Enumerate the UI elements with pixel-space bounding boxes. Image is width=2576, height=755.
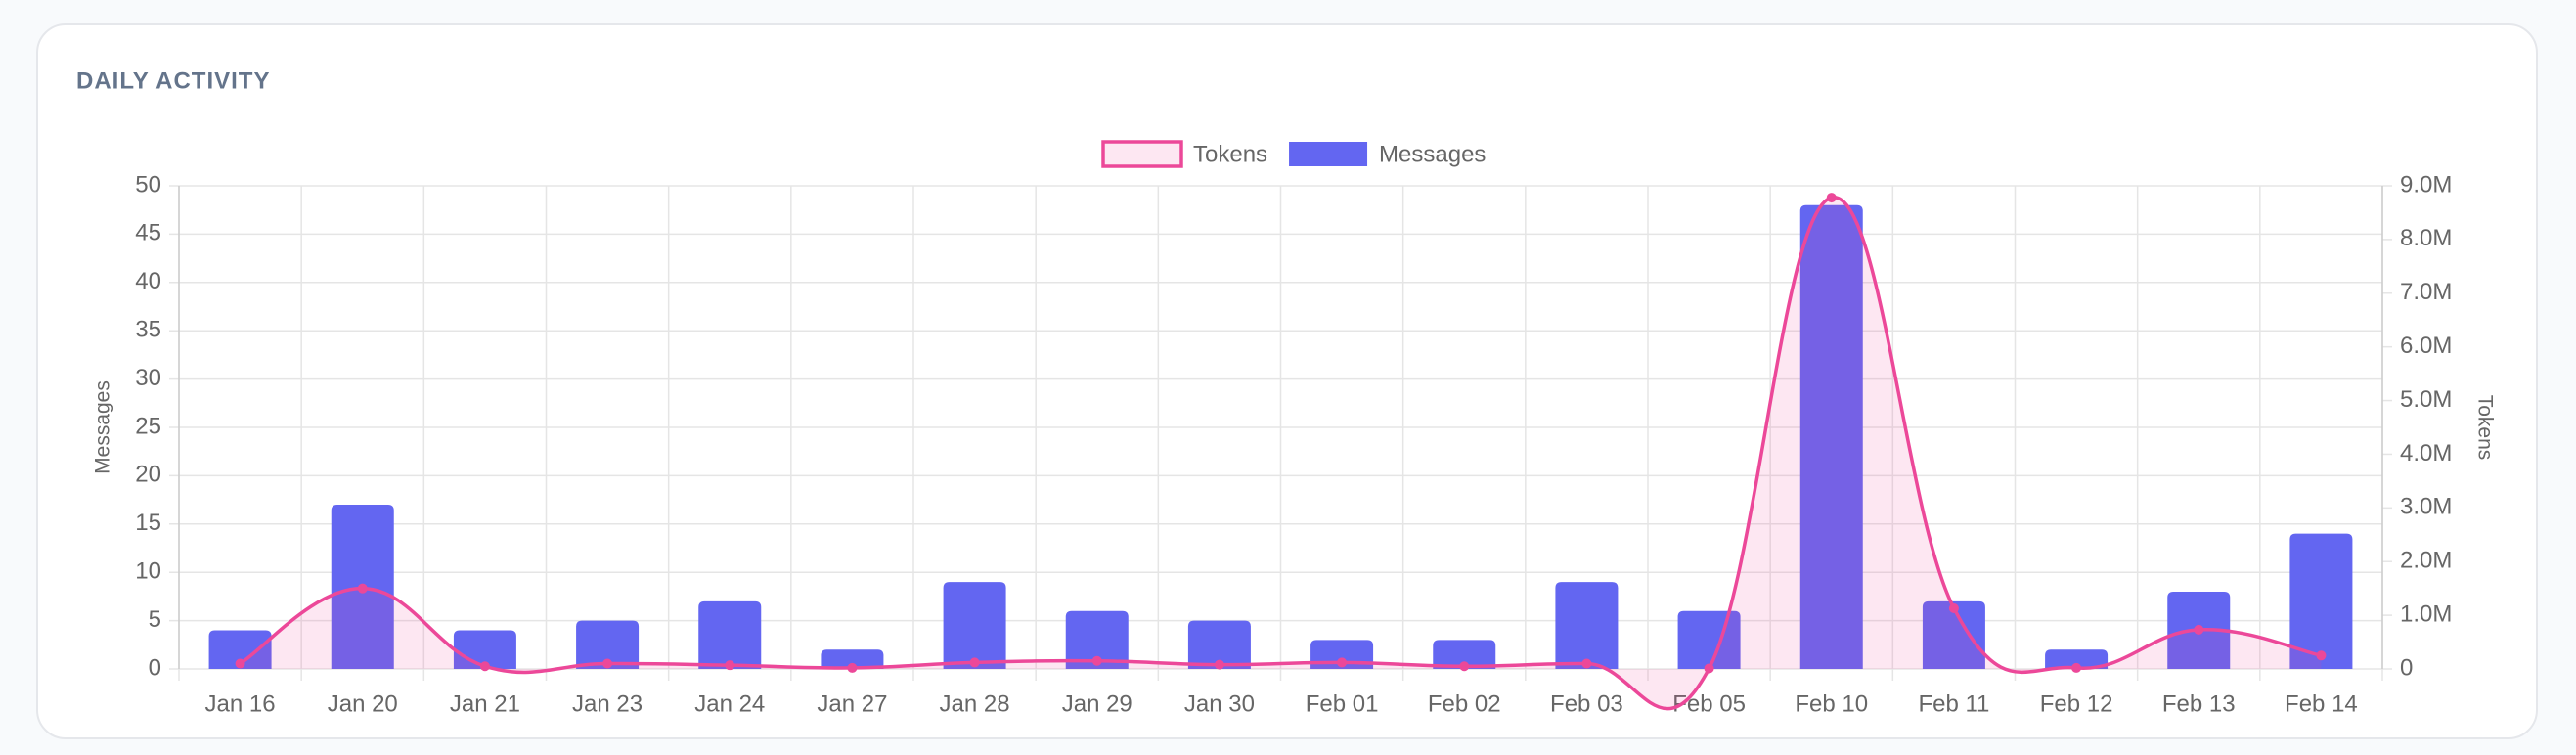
y2-tick-label: 5.0M [2400,386,2452,413]
point [1214,659,1224,670]
point [1704,663,1714,674]
x-tick-label: Jan 27 [817,690,887,717]
y2-tick-label: 7.0M [2400,279,2452,305]
y2-tick-label: 1.0M [2400,600,2452,627]
x-tick-label: Jan 29 [1062,690,1133,717]
x-tick-label: Jan 24 [694,690,765,717]
point [602,658,613,669]
y2-axis-title: Tokens [2473,395,2496,461]
bar [1433,640,1496,669]
bar [1922,600,1985,669]
bar [1065,610,1129,669]
y-tick-label: 15 [135,510,161,536]
point [1826,193,1837,203]
y2-tick-label: 9.0M [2400,171,2452,198]
point [235,658,245,669]
y2-tick-label: 4.0M [2400,440,2452,466]
y-tick-label: 40 [135,268,161,294]
point [1459,661,1470,672]
x-tick-label: Jan 21 [450,690,520,717]
bar [1187,620,1251,669]
point [725,660,735,671]
point [1581,658,1592,669]
x-tick-label: Jan 28 [940,690,1010,717]
point [1948,602,1959,613]
x-tick-label: Feb 10 [1795,690,1868,717]
x-tick-label: Feb 11 [1918,690,1989,717]
y-tick-label: 45 [135,220,161,246]
x-tick-label: Feb 14 [2285,690,2358,717]
x-tick-label: Jan 30 [1184,690,1255,717]
y-tick-label: 10 [135,558,161,585]
chart-title: DAILY ACTIVITY [76,67,270,94]
legend-label: Tokens [1193,141,1267,167]
legend-swatch [1289,142,1368,166]
y-tick-label: 20 [135,462,161,488]
x-tick-label: Feb 01 [1306,690,1379,717]
y-tick-label: 50 [135,171,161,198]
bar [2045,649,2109,669]
point [969,657,980,668]
y2-tick-label: 3.0M [2400,494,2452,520]
y-tick-label: 35 [135,317,161,343]
y2-tick-label: 6.0M [2400,333,2452,359]
y-tick-label: 5 [149,606,161,633]
y2-tick-label: 2.0M [2400,548,2452,574]
legend-label: Messages [1379,141,1486,167]
y-axis-title: Messages [92,380,114,474]
point [479,661,490,672]
point [1337,657,1348,668]
legend-swatch [1101,140,1183,168]
bar [943,582,1006,669]
bar [821,649,884,669]
point [2194,624,2204,635]
x-tick-label: Feb 03 [1550,690,1623,717]
x-tick-label: Feb 13 [2162,690,2236,717]
x-tick-label: Jan 20 [328,690,398,717]
bar [576,620,640,669]
x-tick-label: Jan 16 [205,690,276,717]
x-tick-label: Feb 02 [1428,690,1501,717]
bar [2289,533,2353,669]
x-tick-label: Jan 23 [572,690,643,717]
x-tick-label: Feb 12 [2040,690,2113,717]
bar [208,630,272,669]
bar [1799,204,1863,669]
bar [1555,582,1619,669]
bar [698,600,762,669]
point [357,583,368,594]
point [847,662,858,673]
point [2071,662,2082,673]
point [1091,655,1102,666]
y-tick-label: 25 [135,413,161,439]
y-tick-label: 0 [149,654,161,681]
area [240,197,2322,709]
y2-tick-label: 0 [2400,654,2413,681]
y-tick-label: 30 [135,365,161,391]
point [2316,650,2327,661]
x-tick-label: Feb 05 [1672,690,1746,717]
y2-tick-label: 8.0M [2400,225,2452,251]
